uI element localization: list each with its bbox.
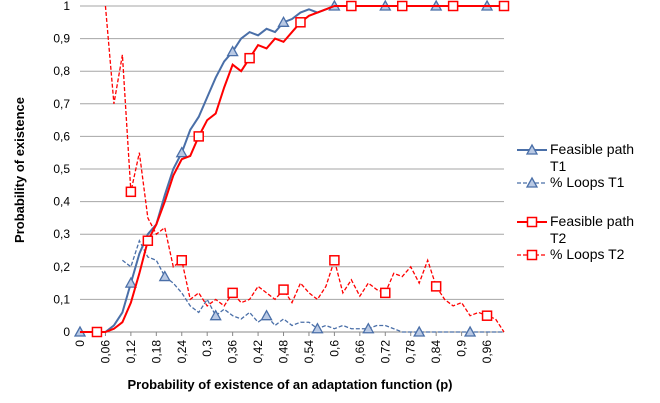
x-tick-label: 0,36 [226, 340, 240, 364]
x-tick-label: 0,9 [455, 340, 469, 357]
marker [158, 270, 171, 282]
legend-label: % Loops T2 [550, 246, 625, 262]
legend-marker [525, 143, 539, 155]
x-tick-label: 0 [73, 340, 87, 347]
y-tick-label: 0,6 [53, 129, 70, 143]
marker [244, 52, 255, 64]
x-axis-title: Probability of existence of an adaptatio… [127, 377, 452, 392]
x-tick-label: 0,12 [124, 340, 138, 364]
x-tick-label: 0,72 [378, 340, 392, 364]
legend-marker [526, 249, 538, 261]
marker [413, 325, 426, 337]
y-tick-label: 1 [63, 0, 70, 13]
y-tick-label: 0,3 [53, 227, 70, 241]
x-tick-label: 0,54 [302, 340, 316, 364]
marker [277, 15, 290, 27]
marker [124, 276, 137, 288]
legend-marker [526, 216, 538, 228]
marker [295, 17, 306, 28]
series-line [122, 239, 504, 333]
marker [193, 131, 204, 142]
y-tick-label: 0,8 [53, 64, 70, 78]
x-tick-label: 0,24 [175, 340, 189, 364]
marker [209, 309, 222, 321]
marker [226, 45, 239, 57]
y-tick-label: 0,2 [53, 260, 70, 274]
marker [380, 287, 391, 299]
x-tick-label: 0,3 [200, 340, 214, 357]
marker [362, 322, 375, 334]
marker [311, 322, 324, 334]
series-line [80, 5, 504, 333]
marker [346, 0, 357, 12]
x-tick-label: 0,6 [327, 340, 341, 357]
marker [463, 325, 477, 337]
legend-marker [525, 176, 539, 188]
y-tick-label: 0,7 [53, 97, 70, 111]
y-tick-label: 0,1 [53, 292, 70, 306]
marker [175, 146, 188, 158]
series [104, 5, 505, 333]
x-tick-label: 0,18 [149, 340, 163, 364]
x-tick-label: 0,84 [429, 340, 443, 364]
y-tick-label: 0,4 [53, 195, 70, 209]
marker [176, 255, 188, 266]
y-axis-title: Probability of existence [12, 97, 27, 243]
marker [125, 186, 137, 198]
x-tick-label: 0,66 [353, 340, 367, 364]
marker [396, 0, 408, 12]
marker [481, 310, 493, 321]
marker [278, 284, 289, 295]
marker [498, 0, 510, 12]
legend-label: Feasible path T1 [550, 141, 635, 174]
y-tick-label: 0,5 [53, 162, 70, 176]
legend-label: Feasible path T2 [550, 213, 635, 246]
x-tick-label: 0,48 [277, 340, 291, 364]
marker [227, 287, 238, 299]
x-tick-label: 0,06 [98, 340, 112, 364]
marker [260, 309, 273, 321]
series [122, 239, 504, 337]
x-tick-label: 0,96 [480, 340, 494, 364]
marker [329, 255, 340, 266]
x-tick-label: 0,42 [251, 340, 265, 364]
y-tick-label: 0 [63, 325, 70, 339]
marker [447, 0, 459, 12]
marker [91, 326, 103, 338]
legend-label: % Loops T1 [550, 174, 625, 190]
x-tick-label: 0,78 [404, 340, 418, 364]
marker [142, 235, 154, 246]
series [80, 0, 510, 338]
marker [430, 281, 442, 292]
y-tick-label: 0,9 [53, 32, 70, 46]
